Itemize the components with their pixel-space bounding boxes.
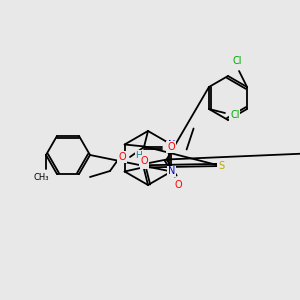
Text: O: O bbox=[140, 156, 148, 166]
Text: Cl: Cl bbox=[230, 110, 240, 120]
Text: CH₃: CH₃ bbox=[33, 172, 49, 182]
Text: O: O bbox=[167, 142, 175, 152]
Text: N: N bbox=[141, 158, 148, 169]
Text: S: S bbox=[218, 161, 224, 171]
Text: O: O bbox=[175, 179, 182, 190]
Text: N: N bbox=[168, 167, 175, 176]
Text: Cl: Cl bbox=[232, 56, 242, 66]
Text: H: H bbox=[135, 151, 142, 160]
Text: N: N bbox=[168, 140, 175, 149]
Text: O: O bbox=[118, 152, 126, 162]
